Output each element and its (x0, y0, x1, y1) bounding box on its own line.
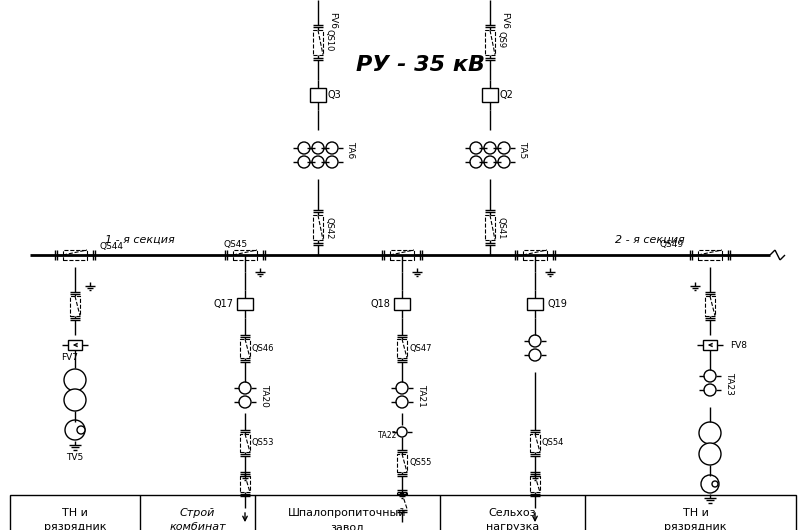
Bar (397, 454, 407, 472)
Circle shape (64, 389, 86, 411)
Text: QS54: QS54 (542, 438, 564, 447)
Text: ТА21: ТА21 (417, 384, 426, 407)
Text: Шпалопропиточный: Шпалопропиточный (289, 508, 407, 517)
Bar (63, 250, 87, 260)
Circle shape (326, 156, 338, 168)
Bar (68, 340, 82, 350)
Text: Q18: Q18 (370, 299, 390, 309)
Text: QS44: QS44 (100, 243, 124, 252)
Text: нагрузка: нагрузка (486, 523, 539, 530)
Circle shape (326, 142, 338, 154)
Text: QS41: QS41 (497, 217, 506, 239)
Circle shape (77, 426, 85, 434)
Circle shape (484, 142, 496, 154)
Circle shape (239, 382, 251, 394)
Text: ТА23: ТА23 (725, 372, 734, 394)
Text: FV7: FV7 (61, 354, 78, 363)
Circle shape (298, 142, 310, 154)
Bar (482, 89, 498, 102)
Text: ТА5: ТА5 (518, 142, 527, 158)
Circle shape (396, 382, 408, 394)
Bar (698, 250, 722, 260)
Text: QS53: QS53 (252, 438, 275, 447)
Text: TV5: TV5 (66, 453, 84, 462)
Circle shape (529, 349, 541, 361)
Bar (527, 298, 543, 310)
Text: QS10: QS10 (325, 29, 334, 51)
Bar (485, 30, 495, 55)
Bar (240, 339, 250, 358)
Text: Строй: Строй (180, 508, 215, 517)
Circle shape (312, 142, 324, 154)
Text: ТА20: ТА20 (260, 384, 269, 407)
Bar (233, 250, 257, 260)
Circle shape (239, 396, 251, 408)
Text: QS42: QS42 (325, 217, 334, 239)
Bar (10, 495, 796, 530)
Text: QS45: QS45 (223, 241, 247, 250)
Text: рязрядник: рязрядник (44, 523, 106, 530)
Text: комбинат: комбинат (169, 523, 226, 530)
Circle shape (699, 443, 721, 465)
Text: FV8: FV8 (730, 340, 747, 349)
Text: Q2: Q2 (500, 90, 514, 100)
Text: FV6: FV6 (500, 12, 509, 29)
Text: QS55: QS55 (409, 458, 431, 467)
Bar (397, 339, 407, 358)
Bar (530, 475, 540, 492)
Bar (313, 215, 323, 240)
Bar (313, 30, 323, 55)
Text: ТА6: ТА6 (346, 142, 355, 158)
Circle shape (699, 422, 721, 444)
Text: ТА22: ТА22 (378, 430, 397, 439)
Circle shape (529, 335, 541, 347)
Bar (705, 296, 715, 316)
Circle shape (704, 370, 716, 382)
Circle shape (704, 384, 716, 396)
Bar (523, 250, 547, 260)
Bar (397, 493, 407, 509)
Circle shape (312, 156, 324, 168)
Bar (310, 89, 326, 102)
Text: 1 - я секция: 1 - я секция (105, 235, 175, 245)
Circle shape (470, 156, 482, 168)
Circle shape (64, 369, 86, 391)
Bar (485, 215, 495, 240)
Bar (70, 296, 80, 316)
Bar (530, 434, 540, 452)
Text: QS49: QS49 (660, 241, 684, 250)
Circle shape (712, 481, 718, 487)
Bar (703, 340, 717, 350)
Text: завод: завод (330, 523, 364, 530)
Bar (240, 434, 250, 452)
Circle shape (701, 475, 719, 493)
Text: 2 - я секция: 2 - я секция (615, 235, 685, 245)
Circle shape (298, 156, 310, 168)
Text: ТН и: ТН и (683, 508, 708, 517)
Text: РУ - 35 кВ: РУ - 35 кВ (355, 55, 484, 75)
Circle shape (484, 156, 496, 168)
Text: QS46: QS46 (252, 344, 275, 354)
Text: Q19: Q19 (547, 299, 567, 309)
Bar (390, 250, 414, 260)
Text: Q3: Q3 (328, 90, 342, 100)
Circle shape (65, 420, 85, 440)
Text: Q17: Q17 (213, 299, 233, 309)
Text: QS47: QS47 (409, 344, 431, 354)
Text: рязрядник: рязрядник (664, 523, 727, 530)
Bar (394, 298, 410, 310)
Circle shape (397, 427, 407, 437)
Text: ТН и: ТН и (62, 508, 88, 517)
Text: FV6: FV6 (328, 12, 337, 29)
Circle shape (470, 142, 482, 154)
Text: QS9: QS9 (497, 31, 506, 49)
Circle shape (396, 396, 408, 408)
Bar (237, 298, 253, 310)
Circle shape (498, 142, 510, 154)
Circle shape (498, 156, 510, 168)
Bar (240, 475, 250, 492)
Text: Сельхоз: Сельхоз (488, 508, 536, 517)
